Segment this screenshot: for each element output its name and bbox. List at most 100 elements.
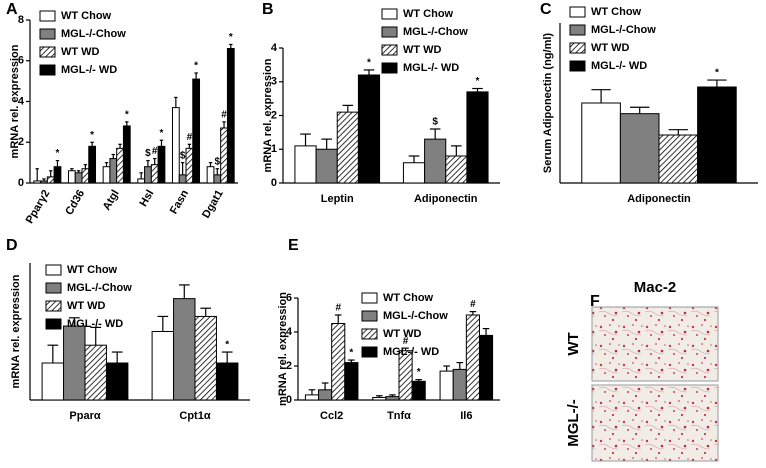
annotation: * (367, 58, 371, 69)
annotation: * (225, 340, 229, 351)
annotation: * (160, 128, 164, 139)
legend-swatch (39, 28, 56, 40)
bar (206, 166, 215, 184)
annotation: * (90, 130, 94, 141)
bar (46, 176, 55, 184)
legend-label: WT Chow (383, 292, 434, 304)
legend-label: MGL-/- WD (403, 62, 459, 74)
x-tick-label: Hsl (137, 188, 156, 209)
bar (122, 125, 131, 184)
bar (63, 325, 86, 401)
legend-label: WT Chow (61, 10, 112, 22)
x-tick-label: Pparγ2 (24, 188, 53, 226)
bar (619, 113, 660, 184)
annotation: $ (215, 156, 221, 167)
x-tick-label: Fasn (168, 188, 191, 216)
bar (213, 174, 222, 184)
bar (658, 134, 699, 184)
legend-label: WT WD (67, 300, 106, 312)
legend-swatch (39, 10, 56, 22)
bar (194, 315, 217, 401)
x-tick-label: Cpt1α (179, 410, 210, 422)
bar (372, 396, 387, 401)
bar (84, 344, 107, 401)
annotation: # (187, 132, 193, 143)
bar (344, 362, 359, 401)
bar (315, 148, 338, 184)
legend-swatch (39, 46, 56, 58)
annotation: * (417, 367, 421, 378)
bar (109, 158, 118, 184)
annotation: # (403, 336, 409, 347)
y-tick-label: 6 (286, 292, 292, 304)
bar (465, 314, 480, 401)
bar (40, 180, 48, 184)
panel-label: E (288, 237, 299, 254)
annotation: $ (145, 148, 151, 159)
bar (445, 155, 468, 184)
bar (192, 78, 201, 184)
legend-swatch (361, 310, 378, 322)
y-tick-label: 0 (286, 394, 292, 406)
legend-swatch (569, 42, 586, 54)
bar (185, 147, 194, 184)
annotation: * (56, 148, 60, 159)
bar (581, 102, 621, 184)
y-axis-title: mRNA rel. expression (10, 274, 22, 388)
bar (336, 111, 359, 184)
bar (81, 168, 90, 184)
legend-swatch (381, 26, 398, 38)
bar (452, 368, 467, 401)
legend-label: WT Chow (591, 6, 642, 18)
y-axis-title: mRNA rel. expression (262, 58, 274, 172)
y-axis-title: Serum Adiponectin (ng/ml) (542, 33, 554, 173)
panel-label: F (590, 293, 600, 310)
bar (220, 127, 228, 184)
legend-swatch (45, 282, 62, 294)
y-tick-label: 2 (18, 136, 24, 148)
legend-swatch (45, 264, 62, 276)
x-tick-label: Pparα (69, 410, 100, 422)
legend-label: MGL-/- WD (383, 346, 439, 358)
legend-swatch (569, 60, 586, 72)
bar (88, 145, 97, 184)
legend-label: MGL-/-Chow (383, 310, 448, 322)
legend-label: MGL-/-Chow (591, 24, 656, 36)
annotation: * (125, 110, 129, 121)
legend-label: MGL-/-Chow (61, 28, 126, 40)
legend-swatch (381, 62, 398, 74)
legend-swatch (45, 318, 62, 330)
legend-swatch (361, 328, 378, 340)
bar (478, 334, 494, 401)
bar (102, 166, 111, 184)
bar (116, 147, 124, 184)
y-tick-label: 4 (271, 42, 278, 54)
bar (150, 164, 159, 184)
image-title: Mac-2 (634, 279, 677, 296)
legend-label: MGL-/-Chow (67, 282, 132, 294)
y-tick-label: 2 (271, 109, 277, 121)
micrograph (591, 306, 719, 382)
x-tick-label: Il6 (460, 410, 472, 422)
annotation: # (335, 303, 341, 314)
legend-label: WT WD (591, 42, 630, 54)
bar (178, 174, 187, 184)
bar (226, 48, 235, 184)
y-tick-label: 0 (18, 177, 24, 189)
legend-swatch (569, 6, 586, 18)
legend-label: WT Chow (67, 264, 118, 276)
y-tick-label: 8 (18, 14, 24, 26)
legend-swatch (39, 64, 56, 76)
legend-swatch (569, 24, 586, 36)
bar (105, 362, 129, 401)
bar (137, 178, 146, 184)
legend-label: MGL-/- WD (591, 60, 647, 72)
bar (466, 91, 489, 184)
y-tick-label: 3 (271, 76, 277, 88)
row-label: WT (565, 332, 582, 355)
y-tick-label: 6 (18, 55, 24, 67)
bar (318, 389, 333, 401)
bar (41, 362, 65, 401)
y-tick-label: 4 (18, 95, 25, 107)
legend-label: WT Chow (403, 8, 454, 20)
